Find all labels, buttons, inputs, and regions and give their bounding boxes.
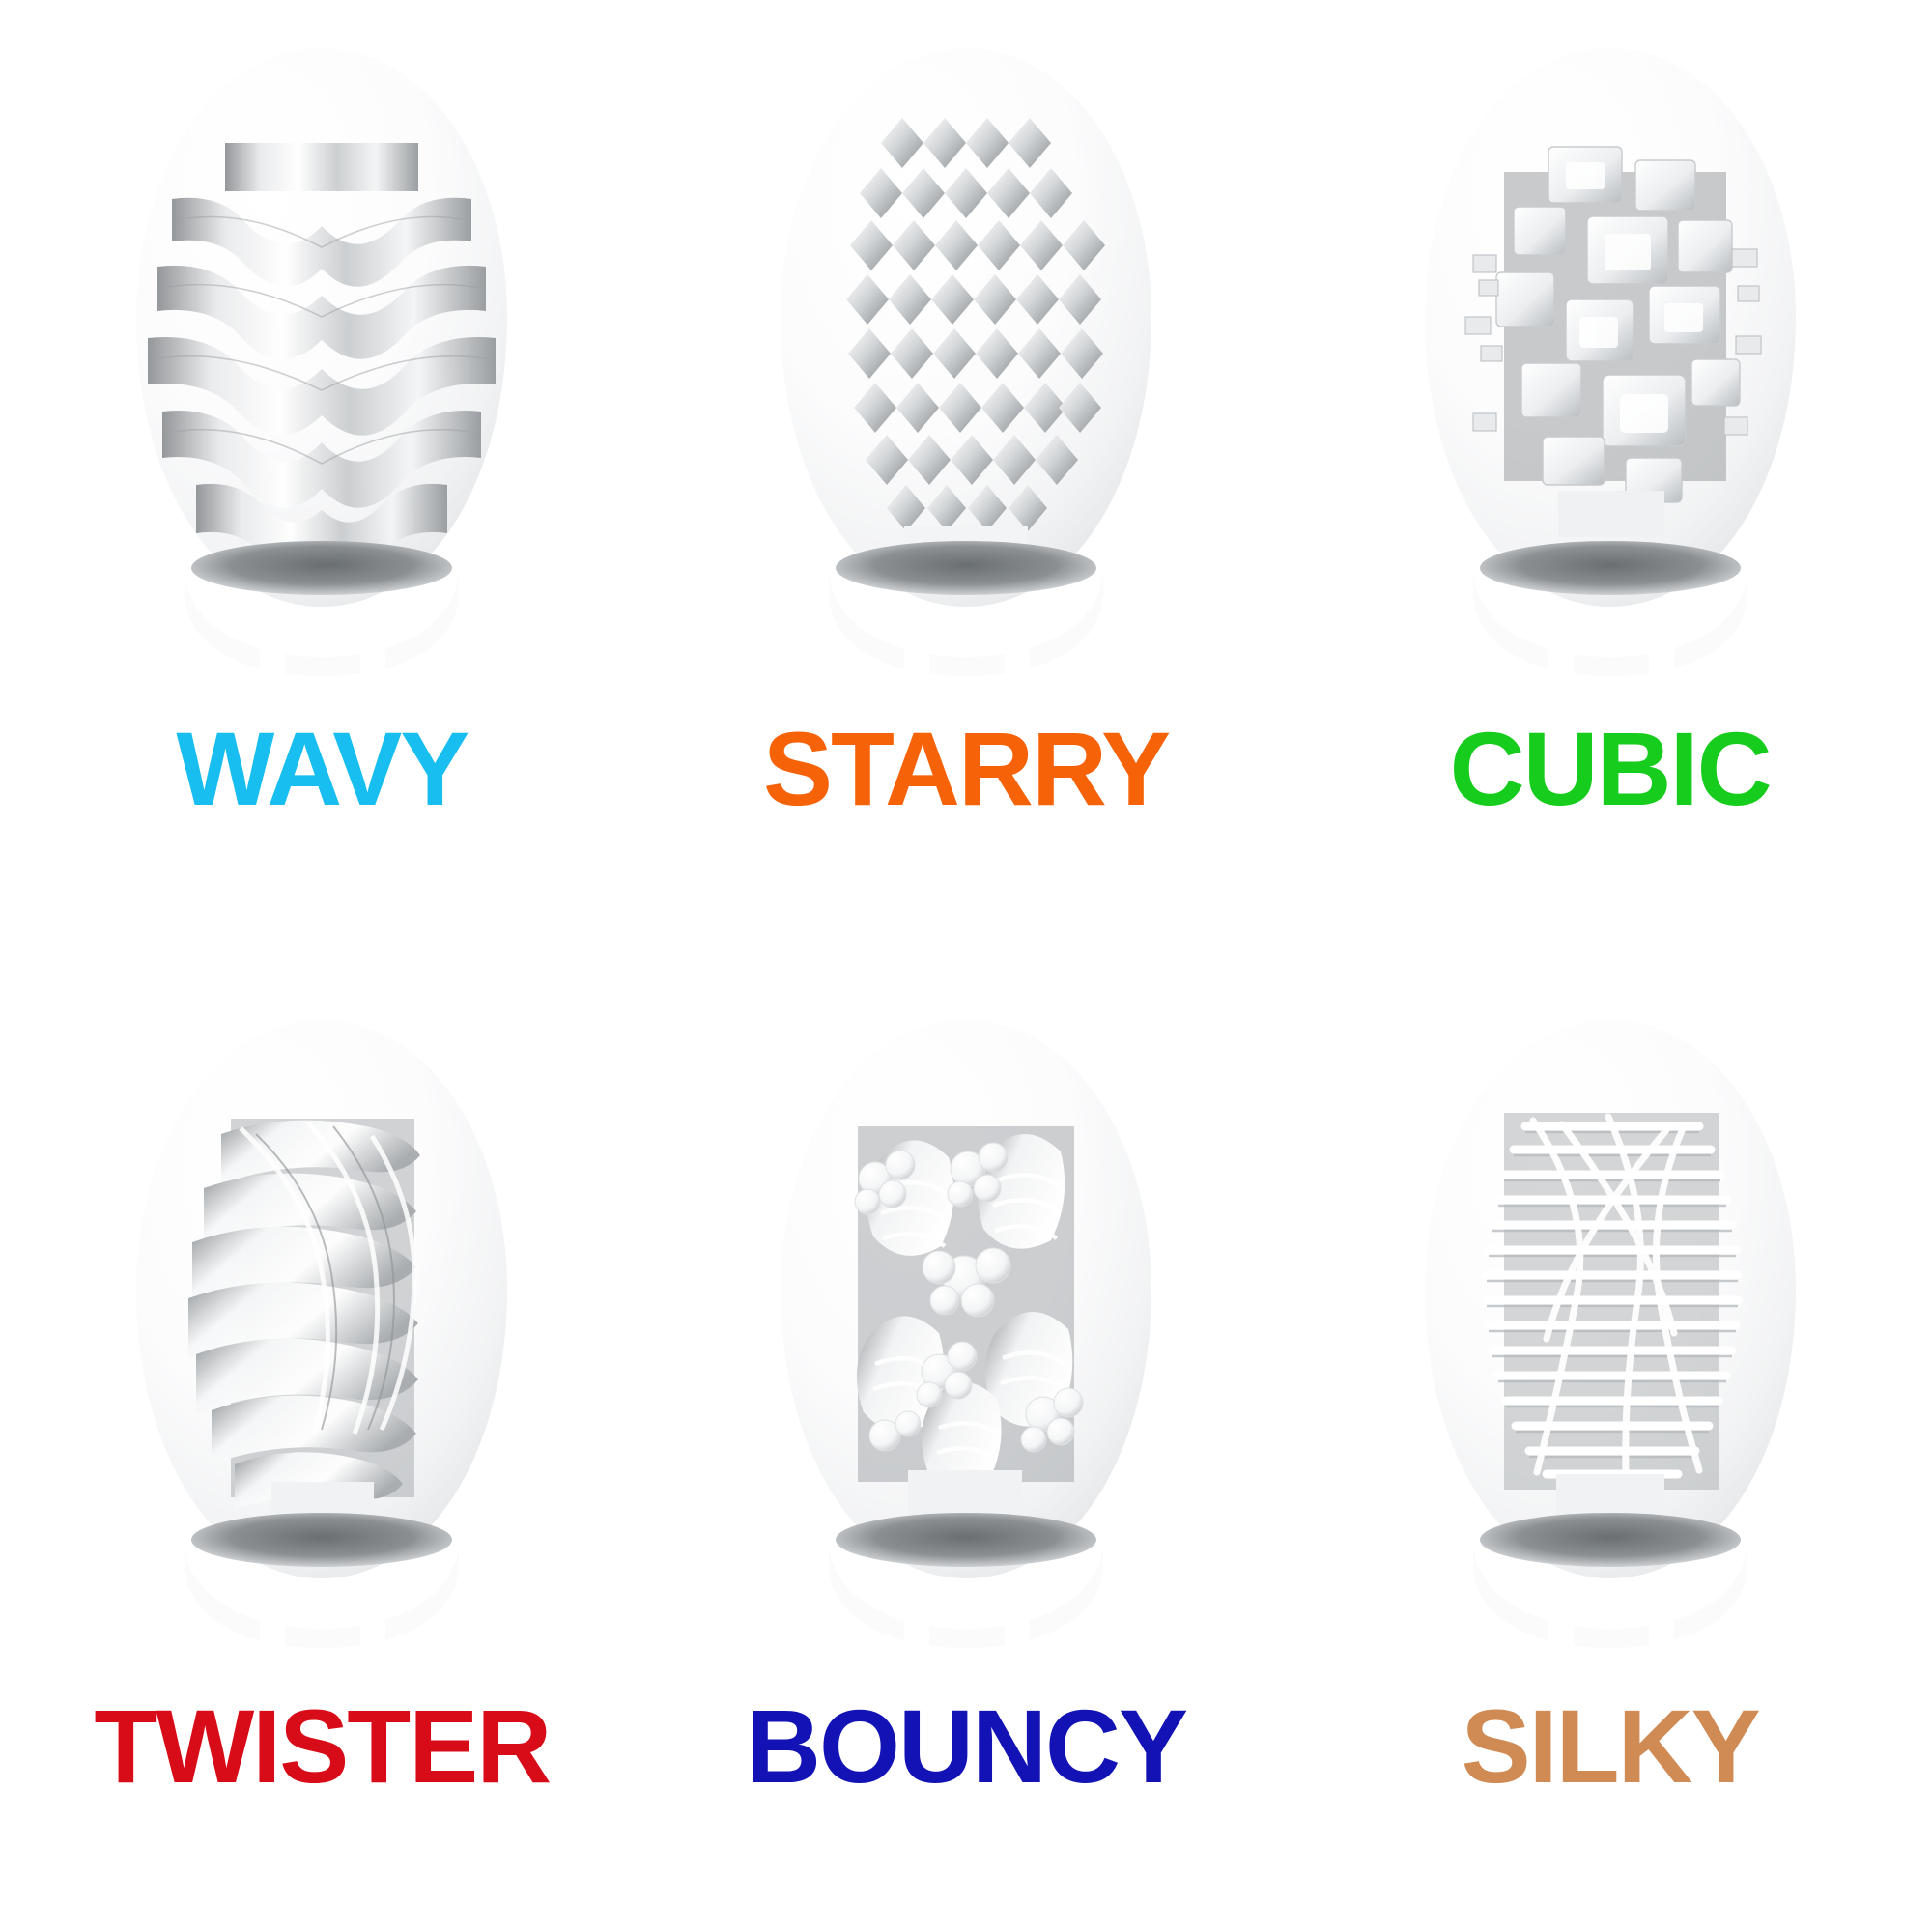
- egg-illustration-starry: [780, 48, 1151, 676]
- egg-base-rim: [828, 1540, 1103, 1648]
- base-notch-left: [260, 638, 286, 676]
- base-notch-right: [1004, 1609, 1030, 1648]
- product-image-cubic: [1359, 27, 1861, 703]
- base-shadow-ellipse: [1479, 1513, 1741, 1567]
- product-card-starry[interactable]: STARRY: [644, 0, 1289, 966]
- starry-spike-texture: [845, 118, 1105, 568]
- egg-illustration-wavy: [136, 48, 508, 676]
- base-notch-left: [260, 1609, 286, 1648]
- egg-shell: [780, 48, 1151, 607]
- base-notch-left: [903, 1609, 929, 1648]
- wavy-ridge-texture: [148, 143, 497, 571]
- base-shadow-ellipse: [835, 541, 1096, 595]
- product-image-starry: [715, 27, 1217, 703]
- product-label-wavy: WAVY: [176, 710, 469, 827]
- egg-base-rim: [828, 568, 1103, 676]
- base-shadow-ellipse: [835, 1513, 1096, 1567]
- product-image-wavy: [71, 27, 573, 703]
- base-notch-right: [360, 1609, 386, 1648]
- base-shadow-ellipse: [191, 1513, 453, 1567]
- base-notch-right: [1004, 638, 1030, 676]
- product-card-cubic[interactable]: CUBIC: [1288, 0, 1932, 966]
- egg-illustration-silky: [1424, 1020, 1796, 1648]
- product-image-bouncy: [715, 999, 1217, 1675]
- base-notch-right: [1648, 1609, 1674, 1648]
- egg-base-rim: [185, 568, 460, 676]
- egg-illustration-cubic: [1424, 48, 1796, 676]
- egg-base-rim: [1472, 1540, 1747, 1648]
- product-label-starry: STARRY: [762, 710, 1171, 827]
- base-shadow-ellipse: [191, 541, 453, 595]
- product-card-silky[interactable]: SILKY: [1288, 966, 1932, 1932]
- product-card-twister[interactable]: TWISTER: [0, 966, 644, 1932]
- egg-base-rim: [1472, 568, 1747, 676]
- product-image-silky: [1359, 999, 1861, 1675]
- base-shadow-ellipse: [1479, 541, 1741, 595]
- cubic-block-texture: [1464, 146, 1762, 537]
- silky-strand-texture: [1482, 1113, 1743, 1517]
- product-card-wavy[interactable]: WAVY: [0, 0, 644, 966]
- base-notch-left: [903, 638, 929, 676]
- base-notch-right: [360, 638, 386, 676]
- base-notch-left: [1548, 1609, 1574, 1648]
- egg-illustration-bouncy: [780, 1020, 1151, 1648]
- product-label-bouncy: BOUNCY: [745, 1688, 1188, 1804]
- product-label-cubic: CUBIC: [1449, 710, 1773, 827]
- egg-illustration-twister: [136, 1020, 508, 1648]
- product-label-twister: TWISTER: [94, 1688, 552, 1804]
- product-card-bouncy[interactable]: BOUNCY: [644, 966, 1289, 1932]
- base-notch-right: [1648, 638, 1674, 676]
- bouncy-bubble-texture: [854, 1126, 1084, 1517]
- product-image-twister: [71, 999, 573, 1675]
- product-label-silky: SILKY: [1461, 1688, 1761, 1804]
- base-notch-left: [1548, 638, 1574, 676]
- egg-base-rim: [185, 1540, 460, 1648]
- twister-spiral-texture: [188, 1119, 421, 1520]
